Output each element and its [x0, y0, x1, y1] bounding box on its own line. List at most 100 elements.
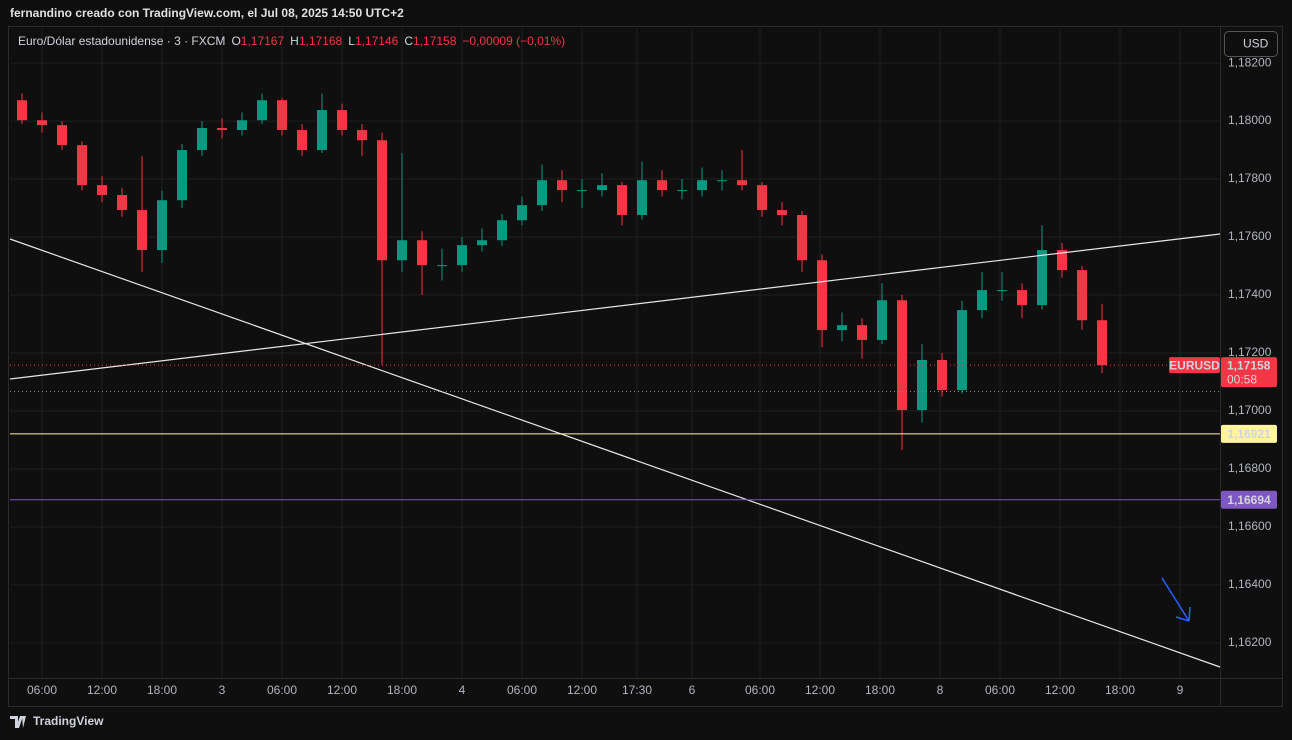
candle-body [357, 130, 367, 141]
header-title: fernandino creado con TradingView.com, e… [10, 6, 404, 20]
candle-body [317, 110, 327, 151]
arrow [1161, 577, 1191, 622]
candle-body [957, 310, 967, 391]
x-tick-label: 18:00 [865, 683, 895, 697]
candle-body [37, 120, 47, 126]
price-label-box [1221, 424, 1277, 443]
candle-body [537, 180, 547, 206]
currency-button[interactable] [1224, 31, 1278, 57]
candle-body [337, 110, 347, 131]
price-label: 1,16921 [1227, 427, 1271, 441]
x-tick-label: 17:30 [622, 683, 652, 697]
x-tick-label: 18:00 [387, 683, 417, 697]
legend: Euro/Dólar estadounidense · 3 · FXCM O1,1… [18, 34, 565, 48]
y-tick-label: 1,17800 [1228, 171, 1272, 185]
candle-body [837, 325, 847, 331]
x-tick-label: 06:00 [267, 683, 297, 697]
candle-body [877, 300, 887, 340]
ohlc-letter: L [348, 34, 355, 48]
candle-body [257, 100, 267, 121]
ohlc-letter: C [404, 34, 413, 48]
candle-body [1017, 290, 1027, 306]
countdown: 00:58 [1227, 372, 1257, 386]
x-tick-label: 06:00 [745, 683, 775, 697]
ohlc-value: 1,17146 [355, 34, 399, 48]
y-tick-label: 1,17200 [1228, 345, 1272, 359]
candle-body [577, 190, 587, 192]
logo-icon [10, 716, 26, 728]
candle-body [917, 359, 927, 411]
candle-body [1057, 250, 1067, 271]
candle-body [737, 180, 747, 186]
last-price-box [1221, 357, 1277, 388]
candle-body [1097, 320, 1107, 366]
candle-body [437, 265, 447, 267]
candle-body [157, 200, 167, 251]
x-tick-label: 06:00 [27, 683, 57, 697]
x-tick-label: 4 [459, 683, 466, 697]
candle-body [677, 190, 687, 192]
legend-line: Euro/Dólar estadounidense · 3 · FXCM O1,1… [18, 34, 565, 48]
candle-body [77, 145, 87, 186]
ohlc-value: 1,17167 [241, 34, 285, 48]
x-tick-label: 12:00 [327, 683, 357, 697]
candle-body [237, 120, 247, 131]
candles [17, 93, 1107, 451]
candle-body [477, 240, 487, 246]
trend-line [9, 233, 1221, 380]
candle-body [997, 290, 1007, 292]
candle-body [517, 205, 527, 221]
ohlc-letter: O [231, 34, 240, 48]
candle-body [397, 240, 407, 261]
candle-body [937, 359, 947, 391]
symbol-label: EURUSD [1169, 358, 1220, 372]
candle-body [697, 180, 707, 191]
candle-body [797, 214, 807, 261]
trend-line [9, 238, 1221, 668]
y-tick-label: 1,17600 [1228, 229, 1272, 243]
symbol: Euro/Dólar estadounidense · 3 · FXCM [18, 34, 225, 48]
y-tick-label: 1,17400 [1228, 287, 1272, 301]
candle-body [217, 128, 227, 131]
y-tick-label: 1,16600 [1228, 519, 1272, 533]
candle-body [197, 128, 207, 151]
candle-body [637, 180, 647, 215]
candle-body [1037, 250, 1047, 306]
ohlc-value: 1,17168 [299, 34, 343, 48]
change: −0,00009 (−0,01%) [462, 34, 565, 48]
footer-logo: TradingView [10, 714, 104, 728]
y-tick-label: 1,18000 [1228, 113, 1272, 127]
x-tick-label: 18:00 [147, 683, 177, 697]
candle-body [177, 150, 187, 201]
footer-brand: TradingView [33, 714, 104, 728]
candle-body [117, 194, 127, 211]
x-tick-label: 3 [219, 683, 226, 697]
candle-body [597, 185, 607, 191]
candle-body [757, 185, 767, 211]
candle-body [717, 180, 727, 182]
last-price-label: 1,17158 [1227, 358, 1271, 372]
candle-body [617, 185, 627, 215]
price-label: 1,16694 [1227, 493, 1271, 507]
candle-body [457, 245, 467, 266]
x-tick-label: 9 [1177, 683, 1184, 697]
x-tick-label: 12:00 [1045, 683, 1075, 697]
overlays [9, 233, 1221, 668]
y-tick-label: 1,17000 [1228, 403, 1272, 417]
symbol-label-box [1169, 357, 1220, 374]
price-label-box [1221, 490, 1277, 509]
x-tick-label: 12:00 [567, 683, 597, 697]
candle-body [657, 180, 667, 191]
candle-body [857, 325, 867, 340]
candle-body [297, 130, 307, 151]
candle-body [557, 180, 567, 191]
candle-body [277, 100, 287, 131]
candle-body [137, 210, 147, 251]
x-tick-label: 6 [689, 683, 696, 697]
ohlc-letter: H [290, 34, 299, 48]
x-tick-label: 8 [937, 683, 944, 697]
y-tick-label: 1,16200 [1228, 635, 1272, 649]
currency: USD [1243, 37, 1269, 51]
candle-body [17, 100, 27, 121]
